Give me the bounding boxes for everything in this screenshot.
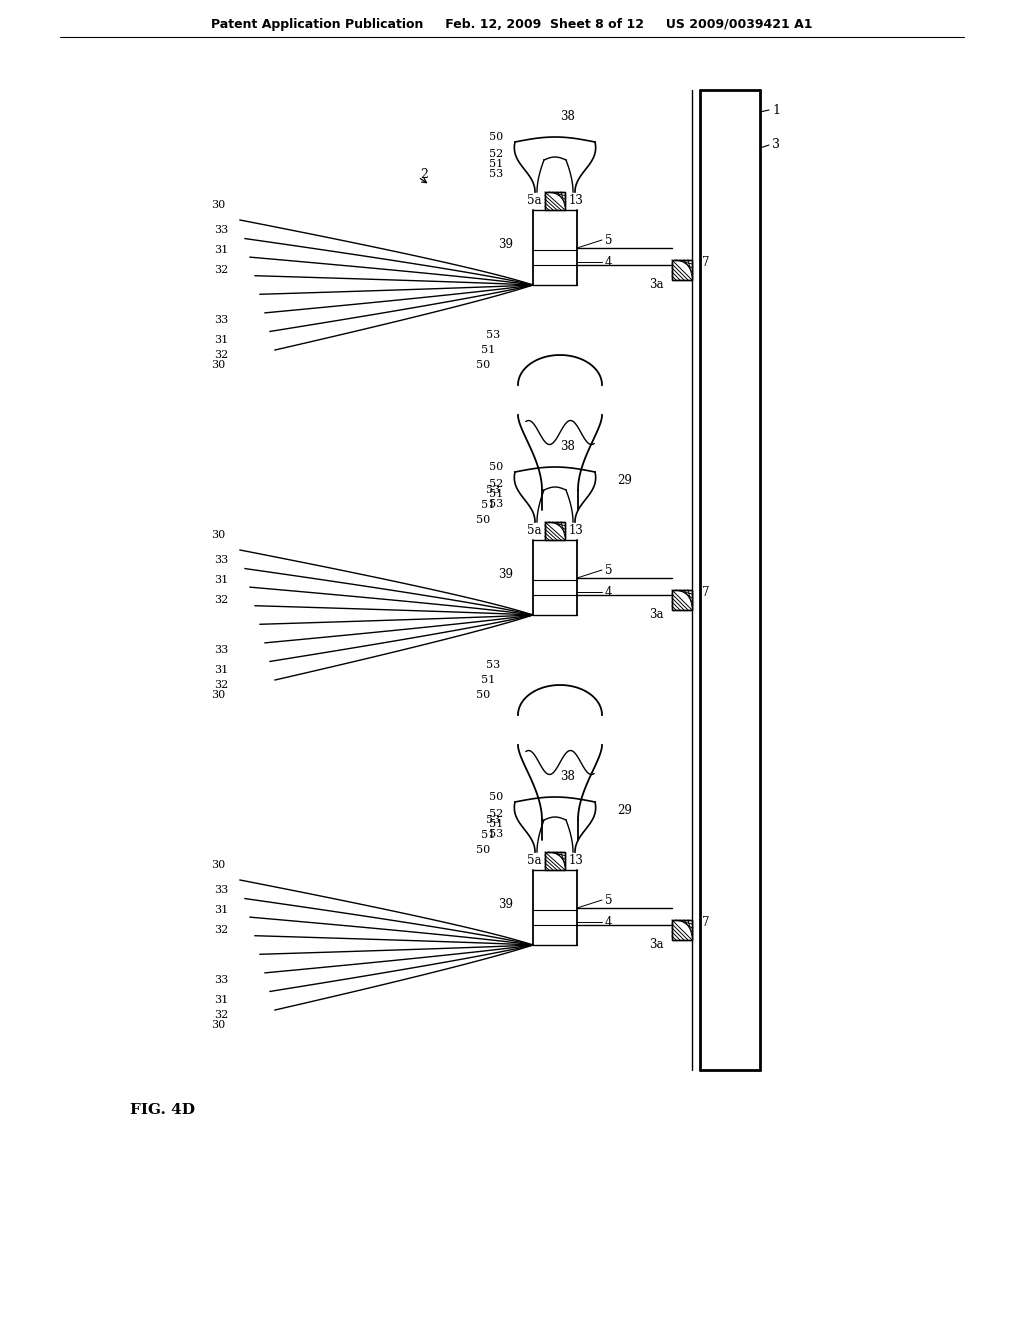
Text: 52: 52 — [488, 479, 503, 488]
Text: 32: 32 — [214, 350, 228, 360]
Text: Patent Application Publication     Feb. 12, 2009  Sheet 8 of 12     US 2009/0039: Patent Application Publication Feb. 12, … — [211, 18, 813, 30]
Text: 3a: 3a — [649, 607, 664, 620]
Text: 50: 50 — [488, 462, 503, 473]
Text: 33: 33 — [214, 975, 228, 985]
Text: 51: 51 — [480, 500, 495, 510]
Text: 29: 29 — [617, 474, 632, 487]
Text: 32: 32 — [214, 1010, 228, 1020]
Text: 33: 33 — [214, 645, 228, 655]
Text: 13: 13 — [569, 194, 584, 207]
Text: 32: 32 — [214, 265, 228, 275]
Text: 31: 31 — [214, 665, 228, 675]
Text: 52: 52 — [488, 149, 503, 158]
Bar — [545, 851, 565, 870]
Text: 39: 39 — [498, 899, 513, 912]
Text: 53: 53 — [488, 169, 503, 180]
Text: 33: 33 — [214, 224, 228, 235]
Text: 50: 50 — [476, 690, 490, 700]
Bar — [545, 521, 565, 540]
Bar — [545, 191, 565, 210]
Text: 50: 50 — [476, 360, 490, 370]
Text: 50: 50 — [476, 845, 490, 855]
Bar — [545, 521, 565, 540]
Text: 30: 30 — [211, 360, 225, 370]
Text: 53: 53 — [485, 484, 500, 495]
Text: 30: 30 — [211, 861, 225, 870]
Text: 4: 4 — [605, 256, 612, 268]
Text: 51: 51 — [480, 675, 495, 685]
Text: 4: 4 — [605, 916, 612, 928]
Text: 51: 51 — [488, 818, 503, 829]
Text: 33: 33 — [214, 554, 228, 565]
Text: 38: 38 — [560, 441, 574, 454]
Text: 53: 53 — [488, 829, 503, 840]
Text: 3a: 3a — [649, 277, 664, 290]
Text: 50: 50 — [488, 132, 503, 143]
Text: 39: 39 — [498, 569, 513, 582]
Text: 2: 2 — [420, 169, 428, 181]
Bar — [545, 851, 565, 870]
Text: 32: 32 — [214, 595, 228, 605]
Text: 53: 53 — [485, 660, 500, 671]
Text: 3: 3 — [772, 139, 780, 152]
Text: 1: 1 — [772, 103, 780, 116]
Text: 51: 51 — [480, 830, 495, 840]
Text: 30: 30 — [211, 531, 225, 540]
Text: 5: 5 — [605, 894, 612, 907]
Text: 4: 4 — [605, 586, 612, 598]
Text: 53: 53 — [485, 814, 500, 825]
Text: 31: 31 — [214, 995, 228, 1005]
Text: 31: 31 — [214, 906, 228, 915]
Text: 53: 53 — [488, 499, 503, 510]
Text: FIG. 4D: FIG. 4D — [130, 1104, 195, 1117]
Bar — [672, 920, 692, 940]
Text: 29: 29 — [617, 804, 632, 817]
Text: 52: 52 — [488, 809, 503, 818]
Text: 3a: 3a — [649, 937, 664, 950]
Text: 50: 50 — [488, 792, 503, 803]
Text: 5a: 5a — [526, 194, 541, 207]
Text: 13: 13 — [569, 524, 584, 537]
Bar — [672, 590, 692, 610]
Text: 31: 31 — [214, 576, 228, 585]
Text: 53: 53 — [485, 330, 500, 341]
Text: 33: 33 — [214, 884, 228, 895]
Text: 31: 31 — [214, 335, 228, 345]
Bar — [672, 920, 692, 940]
Bar — [545, 191, 565, 210]
Text: 30: 30 — [211, 690, 225, 700]
Text: 30: 30 — [211, 1020, 225, 1030]
Text: 5: 5 — [605, 234, 612, 247]
Bar — [672, 590, 692, 610]
Text: 7: 7 — [702, 256, 710, 268]
Text: 30: 30 — [211, 201, 225, 210]
Text: 51: 51 — [488, 158, 503, 169]
Text: 32: 32 — [214, 925, 228, 935]
Text: 39: 39 — [498, 239, 513, 252]
Text: 51: 51 — [488, 488, 503, 499]
Text: 38: 38 — [560, 111, 574, 124]
Text: 7: 7 — [702, 916, 710, 928]
Text: 5a: 5a — [526, 854, 541, 867]
Bar — [672, 260, 692, 280]
Text: 7: 7 — [702, 586, 710, 598]
Text: 13: 13 — [569, 854, 584, 867]
Text: 50: 50 — [476, 515, 490, 525]
Text: 31: 31 — [214, 246, 228, 255]
Text: 51: 51 — [480, 345, 495, 355]
Text: 32: 32 — [214, 680, 228, 690]
Text: 5a: 5a — [526, 524, 541, 537]
Text: 38: 38 — [560, 771, 574, 784]
Bar — [672, 260, 692, 280]
Text: 5: 5 — [605, 564, 612, 577]
Text: 33: 33 — [214, 315, 228, 325]
